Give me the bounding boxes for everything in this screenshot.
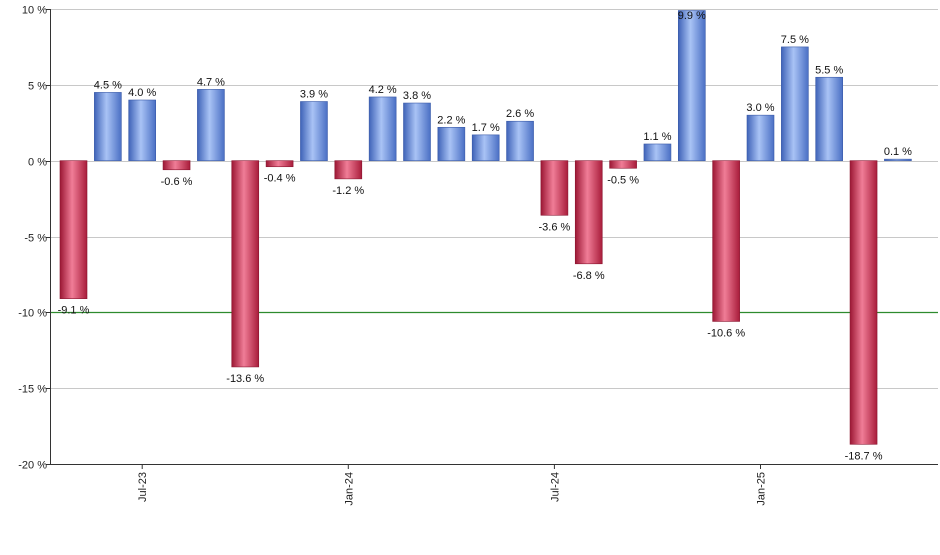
data-label: 2.6 %: [506, 108, 534, 120]
bar: [677, 10, 706, 161]
data-label: 9.9 %: [678, 10, 706, 22]
bar: [94, 92, 122, 161]
data-label: 3.8 %: [403, 90, 431, 102]
axis-layer: 10 % 5 % 0 % -5 % -10 % -15 % -20 % Jul-23 Jan-2…: [18, 5, 938, 506]
bar: [506, 120, 534, 161]
bar: [471, 134, 500, 161]
data-label: -6.8 %: [573, 270, 605, 282]
data-label: -0.6 %: [161, 176, 193, 188]
data-label: 4.0 %: [128, 87, 156, 99]
data-label: -3.6 %: [539, 221, 571, 233]
bar: [781, 46, 809, 161]
y-tick-label: -5 %: [24, 233, 47, 245]
bar: [746, 114, 775, 161]
y-tick-label: 5 %: [28, 81, 47, 93]
bar: [128, 99, 156, 161]
data-label: -0.5 %: [607, 174, 639, 186]
data-label: -18.7 %: [845, 450, 883, 462]
data-label: -13.6 %: [226, 373, 264, 385]
data-label: -1.2 %: [332, 185, 364, 197]
data-label: 4.2 %: [369, 84, 397, 96]
bar: [609, 160, 637, 169]
bars-layer: [59, 10, 912, 445]
x-tick-label: Jan-25: [756, 472, 768, 506]
bar: [574, 160, 603, 265]
bar: [712, 160, 740, 322]
bar: [334, 160, 363, 180]
data-label: -0.4 %: [264, 173, 296, 185]
x-tick-label: Jan-24: [343, 472, 355, 506]
bar: [265, 160, 294, 168]
bar: [59, 160, 88, 299]
data-label: -10.6 %: [707, 327, 745, 339]
x-tick-label: Jul-24: [549, 472, 561, 502]
data-label: 4.5 %: [94, 79, 122, 91]
bar: [231, 160, 260, 368]
data-label: 7.5 %: [781, 34, 809, 46]
data-label: 1.7 %: [472, 122, 500, 134]
data-label: 4.7 %: [197, 76, 225, 88]
bar: [884, 158, 912, 161]
y-tick-label: -10 %: [18, 308, 47, 320]
data-label: -9.1 %: [58, 305, 90, 317]
bar: [849, 160, 878, 445]
bar: [368, 96, 397, 161]
data-label: 0.1 %: [884, 146, 912, 158]
data-label: 2.2 %: [437, 114, 465, 126]
bar: [437, 127, 466, 161]
bar: [162, 160, 191, 171]
bar: [403, 102, 431, 161]
x-tick-label: Jul-23: [137, 472, 149, 502]
data-label: 3.9 %: [300, 89, 328, 101]
y-tick-label: -20 %: [18, 460, 47, 472]
y-tick-label: -15 %: [18, 384, 47, 396]
y-tick-label: 0 %: [28, 157, 47, 169]
y-tick-label: 10 %: [22, 5, 47, 17]
data-label: 1.1 %: [643, 131, 671, 143]
bar: [540, 160, 569, 216]
data-label: 5.5 %: [815, 64, 843, 76]
bar: [643, 143, 672, 161]
data-labels-layer: -9.1 % 4.5 % 4.0 % -0.6 % 4.7 % -13.6 % -0.4 %…: [58, 10, 913, 462]
data-label: 3.0 %: [746, 102, 774, 114]
bar: [197, 89, 225, 161]
bar: [815, 76, 844, 161]
bar: [300, 101, 328, 161]
